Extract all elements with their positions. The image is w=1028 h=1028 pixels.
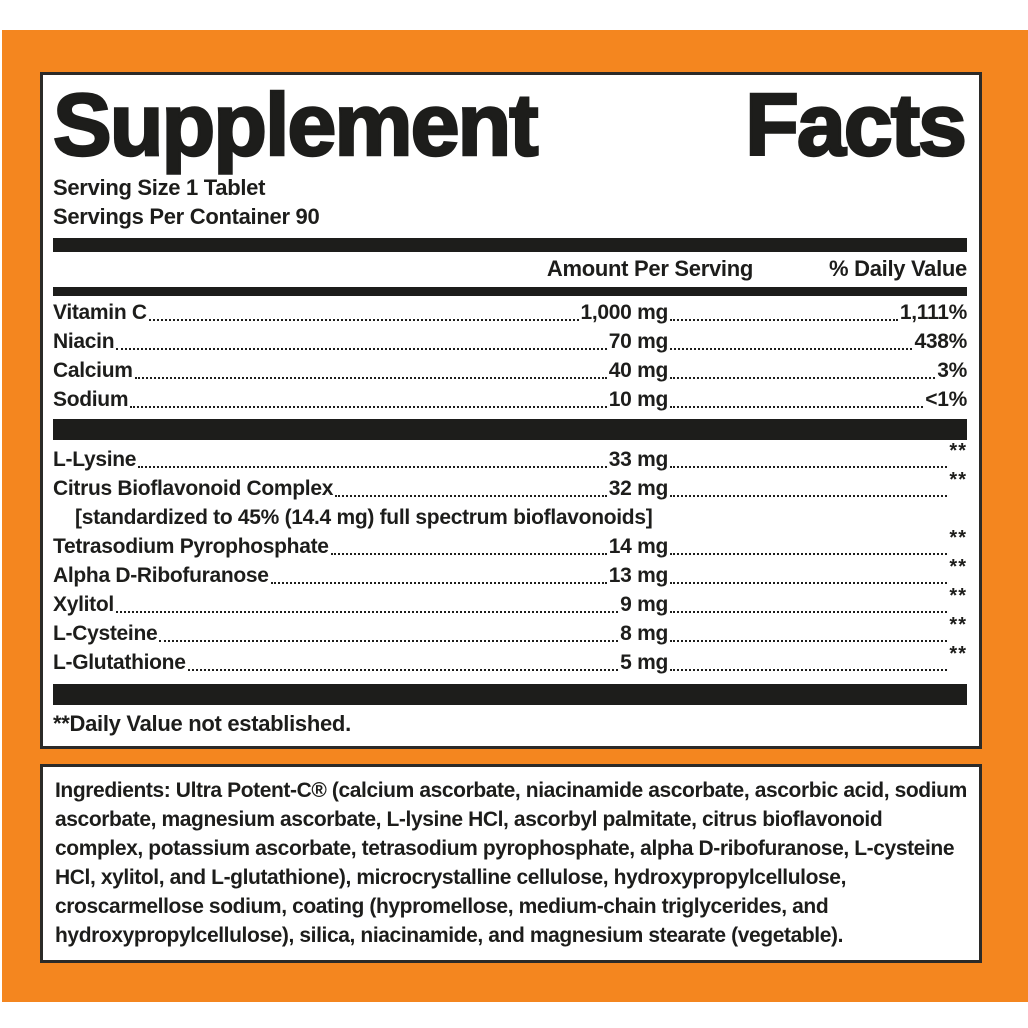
nutrient-row-sodium: Sodium 10 mg <1% xyxy=(53,385,967,414)
dotted-leader xyxy=(335,495,607,497)
title-word-supplement: Supplement xyxy=(52,75,540,174)
nutrient-daily-value: ** xyxy=(949,614,967,636)
nutrient-row-vitamin-c: Vitamin C 1,000 mg 1,111% xyxy=(53,298,967,327)
dotted-leader xyxy=(670,669,948,671)
dotted-leader xyxy=(670,348,913,350)
dotted-leader xyxy=(670,466,948,468)
nutrient-name: L-Glutathione xyxy=(53,651,186,674)
nutrient-amount: 14 mg xyxy=(608,535,669,558)
servings-per-container: Servings Per Container 90 xyxy=(53,204,320,229)
nutrient-name: Sodium xyxy=(53,388,129,411)
dotted-leader xyxy=(187,669,619,671)
nutrient-daily-value: ** xyxy=(949,643,967,665)
nutrient-amount: 10 mg xyxy=(608,388,669,411)
nutrient-amount: 9 mg xyxy=(620,593,668,616)
amount-per-serving-header: Amount Per Serving xyxy=(546,256,753,281)
nutrient-amount: 5 mg xyxy=(620,651,668,674)
nutrient-row-l-lysine: L-Lysine 33 mg ** xyxy=(53,440,967,474)
nutrient-name: Tetrasodium Pyrophosphate xyxy=(53,535,329,558)
dotted-leader xyxy=(670,582,948,584)
nutrient-name: L-Lysine xyxy=(53,448,137,471)
dotted-leader xyxy=(670,495,948,497)
nutrient-name: Vitamin C xyxy=(53,301,147,324)
nutrient-row-xylitol: Xylitol 9 mg ** xyxy=(53,585,967,619)
nutrient-name: L-Cysteine xyxy=(53,622,158,645)
column-headers: Amount Per Serving % Daily Value xyxy=(53,252,967,287)
daily-value-footnote: **Daily Value not established. xyxy=(53,711,351,736)
ingredients-text: Ingredients: Ultra Potent-C® (calcium as… xyxy=(55,779,967,947)
nutrient-row-citrus-bioflavonoid: Citrus Bioflavonoid Complex 32 mg ** xyxy=(53,469,967,503)
nutrient-row-l-cysteine: L-Cysteine 8 mg ** xyxy=(53,614,967,648)
nutrient-daily-value: ** xyxy=(949,469,967,491)
nutrient-daily-value: ** xyxy=(949,556,967,578)
nutrient-rows-section-1: Vitamin C 1,000 mg 1,111% Niacin 70 mg 438… xyxy=(53,296,967,414)
title-word-facts: Facts xyxy=(744,75,968,174)
panel-title: Supplement Facts xyxy=(52,75,968,174)
nutrient-row-tetrasodium-pyrophosphate: Tetrasodium Pyrophosphate 14 mg ** xyxy=(53,527,967,561)
nutrient-name: Citrus Bioflavonoid Complex xyxy=(53,477,334,500)
nutrient-rows-section-2: L-Lysine 33 mg ** Citrus Bioflavonoid Com… xyxy=(53,440,967,677)
dotted-leader xyxy=(138,466,607,468)
nutrient-amount: 8 mg xyxy=(620,622,668,645)
nutrient-row-l-glutathione: L-Glutathione 5 mg ** xyxy=(53,643,967,677)
dotted-leader xyxy=(670,553,948,555)
nutrient-row-calcium: Calcium 40 mg 3% xyxy=(53,356,967,385)
nutrient-amount: 40 mg xyxy=(608,359,669,382)
nutrient-name: Calcium xyxy=(53,359,133,382)
nutrient-row-niacin: Niacin 70 mg 438% xyxy=(53,327,967,356)
serving-size: Serving Size 1 Tablet xyxy=(53,175,266,200)
dotted-leader xyxy=(115,611,619,613)
nutrient-daily-value: <1% xyxy=(925,388,967,411)
nutrient-amount: 70 mg xyxy=(608,330,669,353)
nutrient-amount: 1,000 mg xyxy=(580,301,669,324)
nutrient-name: Niacin xyxy=(53,330,115,353)
dotted-leader xyxy=(670,377,936,379)
dotted-leader xyxy=(159,640,619,642)
supplement-facts-panel: Supplement Facts Serving Size 1 Tablet S… xyxy=(40,72,982,749)
nutrient-row-alpha-d-ribofuranose: Alpha D-Ribofuranose 13 mg ** xyxy=(53,556,967,590)
nutrient-amount: 13 mg xyxy=(608,564,669,587)
nutrient-daily-value: ** xyxy=(949,440,967,462)
dotted-leader xyxy=(134,377,607,379)
divider-bar xyxy=(53,238,967,252)
nutrient-daily-value: ** xyxy=(949,527,967,549)
dotted-leader xyxy=(670,611,948,613)
nutrient-name: Alpha D-Ribofuranose xyxy=(53,564,269,587)
ingredients-panel: Ingredients: Ultra Potent-C® (calcium as… xyxy=(40,764,982,963)
dotted-leader xyxy=(330,553,607,555)
divider-bar xyxy=(53,287,967,296)
divider-bar xyxy=(53,419,967,440)
nutrient-amount: 33 mg xyxy=(608,448,669,471)
nutrient-amount: 32 mg xyxy=(608,477,669,500)
dotted-leader xyxy=(130,406,607,408)
nutrient-daily-value: 438% xyxy=(914,330,967,353)
dotted-leader xyxy=(148,319,579,321)
dotted-leader xyxy=(116,348,607,350)
dotted-leader xyxy=(670,640,948,642)
dotted-leader xyxy=(670,319,898,321)
daily-value-header: % Daily Value xyxy=(829,256,967,281)
dotted-leader xyxy=(270,582,607,584)
dotted-leader xyxy=(670,406,924,408)
nutrient-name: Xylitol xyxy=(53,593,114,616)
nutrient-daily-value: 3% xyxy=(937,359,967,382)
nutrient-daily-value: ** xyxy=(949,585,967,607)
nutrient-daily-value: 1,111% xyxy=(899,301,967,324)
standardization-note: [standardized to 45% (14.4 mg) full spec… xyxy=(75,506,653,529)
divider-bar xyxy=(53,684,967,705)
